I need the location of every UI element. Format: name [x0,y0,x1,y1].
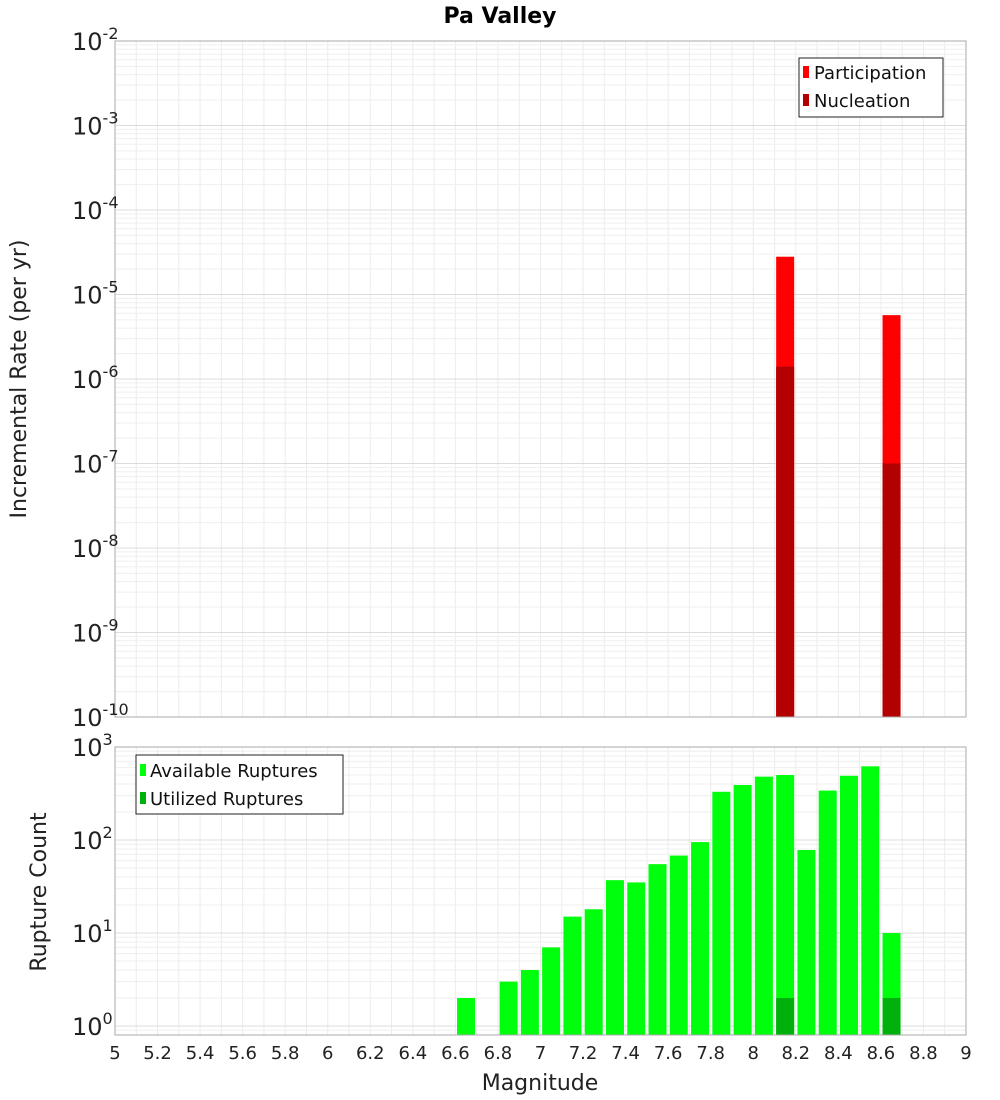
bar-available-ruptures [754,776,773,1035]
bar-utilized-ruptures [882,997,901,1035]
bar-available-ruptures [818,790,837,1035]
bar-available-ruptures [563,916,582,1035]
top-y-tick-label: 10-10 [72,700,129,732]
bottom-legend-box [135,754,344,815]
bar-available-ruptures [669,855,688,1035]
legend-swatch-nucleation [803,94,809,106]
bar-available-ruptures [627,882,646,1035]
x-tick-label: 8.6 [867,1043,896,1064]
bar-available-ruptures [839,775,858,1035]
x-tick-label: 6.8 [484,1043,513,1064]
x-tick-label: 6.4 [399,1043,428,1064]
top-legend: Participation Nucleation [798,57,944,118]
bottom-legend: Available Ruptures Utilized Ruptures [135,754,344,815]
x-tick-label: 5.8 [271,1043,300,1064]
bottom-y-axis-label: Rupture Count [27,812,52,972]
bottom-bars [457,766,901,1035]
bar-nucleation [882,463,901,717]
bottom-y-tick-labels: 103 102 101 100 [72,730,113,1041]
bar-available-ruptures [648,864,667,1035]
top-y-tick-label: 10-5 [72,278,119,310]
top-y-axis-label: Incremental Rate (per yr) [7,240,32,519]
top-y-tick-label: 10-4 [72,193,119,225]
bar-available-ruptures [542,947,561,1035]
top-y-tick-label: 10-9 [72,616,119,648]
x-tick-label: 7 [535,1043,546,1064]
legend-swatch-utilized-ruptures [140,792,146,804]
top-gridlines [114,41,967,718]
legend-label-utilized-ruptures: Utilized Ruptures [150,789,303,810]
bar-available-ruptures [733,785,752,1035]
bottom-y-tick-label: 100 [72,1009,113,1041]
legend-label-participation: Participation [814,63,926,84]
top-panel: 10-2 10-3 10-4 10-5 10-6 10-7 10-8 10-9 10-10 In… [7,24,967,732]
x-tick-label: 8 [748,1043,759,1064]
bar-available-ruptures [457,997,476,1035]
top-y-tick-label: 10-7 [72,447,119,479]
x-tick-label: 8.2 [781,1043,810,1064]
bar-available-ruptures [584,909,603,1035]
top-y-tick-label: 10-6 [72,362,119,394]
bar-available-ruptures [797,850,816,1035]
bottom-y-tick-label: 103 [72,730,113,762]
x-tick-label: 5.6 [228,1043,257,1064]
bar-available-ruptures [861,766,880,1035]
legend-swatch-participation [803,66,809,78]
x-axis-label: Magnitude [482,1071,599,1096]
bottom-y-tick-label: 101 [72,916,113,948]
bottom-y-tick-label: 102 [72,823,113,855]
x-tick-label: 7.6 [654,1043,683,1064]
x-tick-label: 8.4 [824,1043,853,1064]
top-y-tick-label: 10-8 [72,531,119,563]
legend-label-nucleation: Nucleation [814,91,910,112]
x-tick-label: 5.2 [143,1043,172,1064]
bar-available-ruptures [499,981,518,1035]
bar-available-ruptures [712,791,731,1035]
bottom-plot-frame [114,746,967,1036]
top-plot-frame [114,40,967,718]
x-tick-label: 7.8 [696,1043,725,1064]
x-tick-label: 7.2 [569,1043,598,1064]
top-legend-box [798,57,944,118]
x-tick-label: 6 [322,1043,333,1064]
x-tick-label: 9 [960,1043,971,1064]
bar-available-ruptures [776,774,795,1035]
top-bars [776,256,901,717]
x-tick-label: 6.6 [441,1043,470,1064]
top-y-tick-labels: 10-2 10-3 10-4 10-5 10-6 10-7 10-8 10-9 10-10 [72,24,129,732]
x-tick-label: 5.4 [186,1043,215,1064]
x-tick-label: 8.8 [909,1043,938,1064]
legend-label-available-ruptures: Available Ruptures [150,761,318,782]
bar-available-ruptures [605,880,624,1035]
bar-available-ruptures [520,969,539,1035]
bar-nucleation [776,366,795,717]
x-tick-label: 6.2 [356,1043,385,1064]
top-y-tick-label: 10-2 [72,24,119,56]
bar-utilized-ruptures [776,997,795,1035]
x-tick-labels: 5 5.2 5.4 5.6 5.8 6 6.2 6.4 6.6 6.8 7 7.2 7.4 7.6 7.8 8… [109,1043,971,1064]
bottom-panel: 103 102 101 100 5 5.2 5.4 5.6 5.8 6 6.2 6.4 6.6 6.8 7… [27,730,972,1096]
top-y-tick-label: 10-3 [72,109,119,141]
bar-available-ruptures [691,842,710,1035]
chart-title: Pa Valley [443,4,556,29]
legend-swatch-available-ruptures [140,764,146,776]
x-tick-label: 5 [109,1043,120,1064]
x-tick-label: 7.4 [611,1043,640,1064]
